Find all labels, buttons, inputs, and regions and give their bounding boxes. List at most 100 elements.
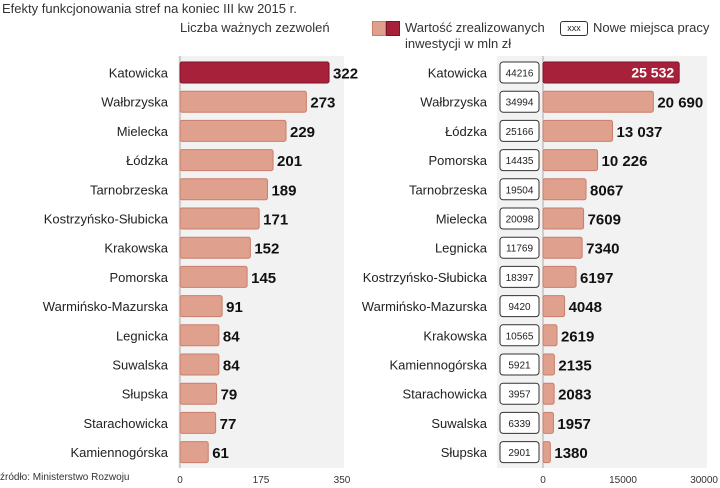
right-x-tick-label: 15000 [609, 475, 637, 486]
left-bar [179, 119, 287, 142]
right-jobs-box [499, 178, 540, 201]
right-value-label: 7609 [588, 212, 621, 229]
right-category-label: Krakowska [423, 328, 487, 343]
left-value-label: 152 [254, 241, 279, 258]
left-category-label: Starachowicka [83, 416, 168, 431]
left-chart-title: Liczba ważnych zezwoleń [180, 20, 330, 35]
chart-title: Efekty funkcjonowania stref na koniec II… [2, 1, 297, 16]
left-category-label: Krakowska [104, 241, 168, 256]
right-category-label: Starachowicka [402, 387, 487, 402]
left-value-label: 201 [277, 153, 302, 170]
left-category-label: Suwalska [112, 358, 168, 373]
legend-swatch-investment [372, 21, 386, 36]
left-category-label: Kostrzyńsko-Słubicka [44, 212, 169, 227]
right-jobs-value: 19504 [506, 185, 534, 196]
right-bar [542, 324, 558, 347]
legend-investments-line2: inwestycji w mln zł [405, 36, 512, 51]
left-value-label: 77 [220, 416, 237, 433]
right-bar [542, 236, 583, 259]
right-category-label: Suwalska [431, 416, 487, 431]
right-jobs-box [499, 441, 540, 464]
left-bar [179, 353, 220, 376]
right-category-label: Kostrzyńsko-Słubicka [363, 270, 488, 285]
source-note: źródło: Ministerstwo Rozwoju [0, 472, 130, 483]
right-value-label: 4048 [569, 299, 602, 316]
right-jobs-box [499, 236, 540, 259]
right-jobs-value: 10565 [506, 331, 534, 342]
left-x-tick-label: 0 [177, 475, 183, 486]
left-category-label: Warmińsko-Mazurska [43, 299, 169, 314]
right-bar [542, 178, 587, 201]
right-bar [542, 207, 585, 230]
right-value-label: 2619 [561, 328, 594, 345]
left-bar [179, 178, 268, 201]
right-jobs-box [499, 353, 540, 376]
left-value-label: 229 [290, 124, 315, 141]
left-category-label: Mielecka [117, 124, 169, 139]
right-category-label: Tarnobrzeska [409, 182, 488, 197]
right-jobs-box [499, 61, 540, 84]
right-category-label: Łódzka [445, 124, 488, 139]
right-category-label: Pomorska [428, 153, 487, 168]
left-value-label: 79 [221, 387, 238, 404]
left-category-label: Wałbrzyska [101, 95, 168, 110]
left-value-label: 61 [212, 445, 229, 462]
right-jobs-box [499, 295, 540, 318]
right-bar [542, 295, 566, 318]
right-category-label: Legnicka [435, 241, 488, 256]
right-bar [542, 149, 599, 172]
right-jobs-value: 9420 [508, 302, 531, 313]
legend-jobs-label: Nowe miejsca pracy [593, 20, 710, 35]
right-jobs-value: 18397 [506, 273, 534, 284]
right-chart-panel [497, 56, 707, 468]
left-x-tick-label: 175 [253, 475, 270, 486]
right-value-label: 25 532 [631, 65, 674, 81]
right-jobs-value: 34994 [506, 98, 534, 109]
left-value-label: 273 [310, 95, 335, 112]
left-value-label: 189 [271, 182, 296, 199]
left-bar [179, 411, 217, 434]
right-bar [542, 90, 654, 113]
right-value-label: 1380 [554, 445, 587, 462]
left-bar [179, 382, 218, 405]
legend-jobs-box: xxx [560, 21, 588, 36]
right-value-label: 20 690 [657, 95, 703, 112]
left-bar [179, 90, 307, 113]
left-category-label: Legnicka [116, 328, 169, 343]
left-bar [179, 265, 248, 288]
right-value-label: 8067 [590, 182, 623, 199]
legend-investments-line1: Wartość zrealizowanych [405, 20, 545, 35]
left-category-label: Łódzka [126, 153, 169, 168]
right-x-tick-label: 0 [540, 475, 546, 486]
left-value-label: 322 [333, 66, 358, 83]
left-category-label: Kamiennogórska [70, 445, 168, 460]
right-jobs-value: 11769 [506, 244, 534, 255]
left-bar [179, 236, 251, 259]
left-bar [179, 207, 260, 230]
right-jobs-box [499, 149, 540, 172]
right-category-label: Mielecka [436, 212, 488, 227]
right-bar [542, 265, 577, 288]
right-category-label: Słupska [441, 445, 488, 460]
right-category-label: Kamiennogórska [389, 358, 487, 373]
right-jobs-value: 14435 [506, 156, 534, 167]
right-bar [542, 353, 555, 376]
right-bar [542, 441, 551, 464]
left-value-label: 91 [226, 299, 243, 316]
right-bar [542, 61, 680, 84]
left-category-label: Słupska [122, 387, 169, 402]
right-jobs-value: 3957 [508, 390, 531, 401]
right-jobs-box [499, 119, 540, 142]
right-bar [542, 411, 554, 434]
left-chart-panel [178, 56, 344, 468]
right-bar [542, 119, 614, 142]
right-jobs-box [499, 265, 540, 288]
right-value-label: 10 226 [602, 153, 648, 170]
right-jobs-box [499, 411, 540, 434]
right-jobs-value: 5921 [508, 361, 531, 372]
right-value-label: 6197 [580, 270, 613, 287]
right-bar [542, 382, 555, 405]
right-jobs-value: 20098 [506, 215, 534, 226]
left-category-label: Katowicka [109, 66, 169, 81]
legend-swatch-investment-highlight [386, 21, 400, 36]
